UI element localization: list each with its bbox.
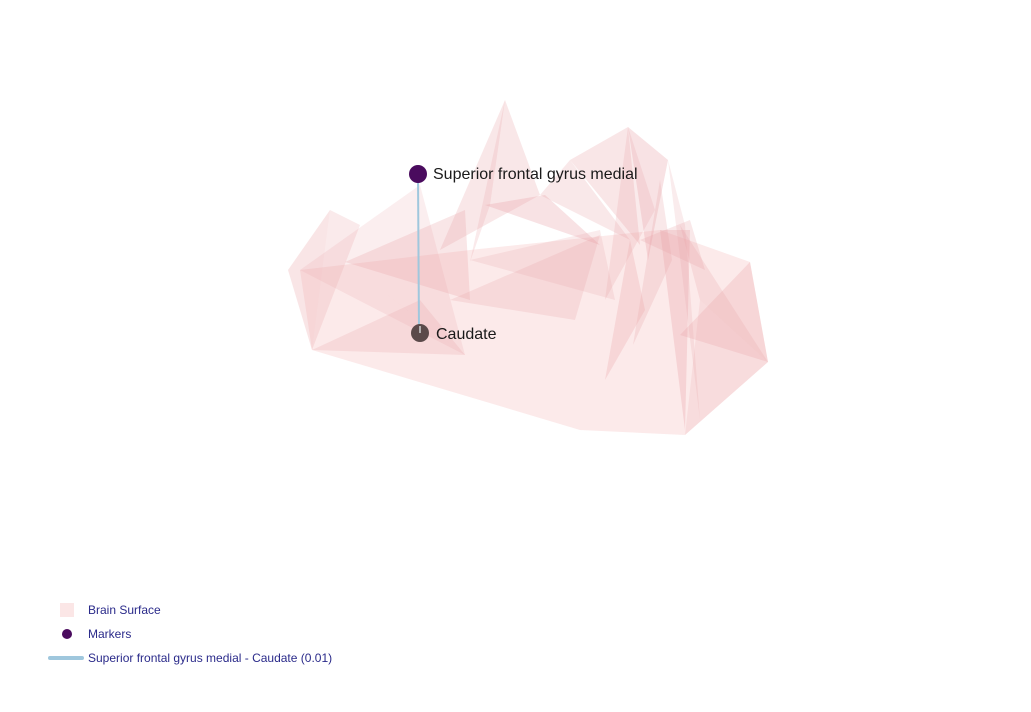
surface-facet: [312, 300, 465, 355]
surface-facet: [300, 185, 465, 355]
surface-facet: [668, 160, 700, 420]
legend: Brain Surface Markers Superior frontal g…: [44, 598, 332, 670]
surface-facet: [628, 127, 668, 260]
connection-edge[interactable]: [417, 173, 420, 334]
node-label-superior-frontal-gyrus-medial: Superior frontal gyrus medial: [433, 166, 638, 183]
surface-facet: [470, 100, 505, 262]
surface-facet: [300, 230, 768, 435]
surface-facet: [605, 127, 655, 300]
node-marker-superior-frontal-gyrus-medial[interactable]: [409, 165, 427, 183]
surface-facet: [633, 180, 672, 345]
legend-item-markers[interactable]: Markers: [44, 622, 332, 646]
brain-surface-mesh: [288, 100, 768, 435]
surface-facet: [345, 262, 465, 355]
surface-facet: [450, 235, 600, 320]
legend-label-brain-surface: Brain Surface: [88, 603, 161, 617]
surface-facet: [470, 230, 615, 300]
surface-facet: [685, 300, 768, 435]
surface-facet: [288, 210, 330, 350]
legend-item-brain-surface[interactable]: Brain Surface: [44, 598, 332, 622]
surface-facet: [440, 100, 540, 250]
legend-swatch-line: [44, 646, 88, 670]
surface-facet: [570, 127, 640, 245]
surface-facet: [605, 240, 645, 380]
legend-item-connection[interactable]: Superior frontal gyrus medial - Caudate …: [44, 646, 332, 670]
legend-swatch-marker: [44, 622, 88, 646]
surface-facet: [640, 220, 705, 270]
surface-facet: [660, 230, 690, 430]
surface-facet: [680, 262, 768, 362]
surface-facet: [345, 210, 470, 300]
surface-facet: [540, 160, 630, 240]
legend-swatch-surface: [44, 598, 88, 622]
legend-label-connection: Superior frontal gyrus medial - Caudate …: [88, 651, 333, 665]
legend-label-markers: Markers: [88, 627, 132, 641]
node-label-caudate: Caudate: [436, 326, 497, 343]
surface-facet: [485, 195, 600, 245]
surface-facet: [312, 210, 360, 350]
surface-facet: [680, 225, 768, 362]
